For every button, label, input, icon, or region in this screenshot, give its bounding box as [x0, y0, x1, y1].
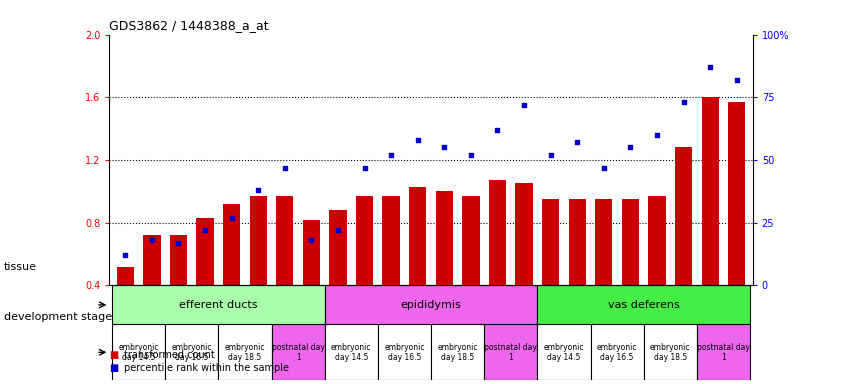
- Point: [730, 77, 743, 83]
- Point: [119, 252, 132, 258]
- Bar: [728, 102, 745, 348]
- Text: embryonic
day 16.5: embryonic day 16.5: [597, 343, 637, 362]
- Bar: [303, 220, 320, 348]
- Point: [491, 127, 505, 133]
- Text: percentile rank within the sample: percentile rank within the sample: [124, 363, 289, 373]
- Text: development stage: development stage: [4, 312, 113, 322]
- Point: [703, 64, 717, 70]
- Bar: [170, 235, 187, 348]
- Bar: [330, 210, 346, 348]
- Point: [624, 144, 637, 151]
- Text: GDS3862 / 1448388_a_at: GDS3862 / 1448388_a_at: [109, 19, 269, 32]
- Point: [145, 237, 159, 243]
- Point: [304, 237, 318, 243]
- Bar: [489, 180, 506, 348]
- Bar: [516, 184, 532, 348]
- Point: [570, 139, 584, 146]
- Bar: [595, 199, 612, 348]
- Text: ■: ■: [109, 350, 119, 360]
- Bar: [325, 324, 378, 380]
- Text: epididymis: epididymis: [400, 300, 462, 310]
- Bar: [697, 324, 750, 380]
- Bar: [325, 285, 537, 324]
- Text: vas deferens: vas deferens: [608, 300, 680, 310]
- Bar: [378, 324, 431, 380]
- Point: [251, 187, 265, 193]
- Bar: [112, 324, 165, 380]
- Bar: [117, 266, 134, 348]
- Text: embryonic
day 14.5: embryonic day 14.5: [543, 343, 584, 362]
- Bar: [701, 97, 719, 348]
- Text: postnatal day
1: postnatal day 1: [272, 343, 325, 362]
- Text: postnatal day
1: postnatal day 1: [697, 343, 750, 362]
- Text: embryonic
day 14.5: embryonic day 14.5: [331, 343, 372, 362]
- Bar: [542, 199, 559, 348]
- Bar: [590, 324, 643, 380]
- Bar: [165, 324, 219, 380]
- Bar: [356, 196, 373, 348]
- Bar: [436, 191, 453, 348]
- Bar: [250, 196, 267, 348]
- Point: [278, 164, 292, 170]
- Point: [331, 227, 345, 233]
- Bar: [409, 187, 426, 348]
- Bar: [569, 199, 586, 348]
- Text: embryonic
day 18.5: embryonic day 18.5: [650, 343, 690, 362]
- Point: [198, 227, 212, 233]
- Text: efferent ducts: efferent ducts: [179, 300, 257, 310]
- Point: [225, 215, 238, 221]
- Point: [411, 137, 425, 143]
- Bar: [537, 324, 590, 380]
- Bar: [484, 324, 537, 380]
- Point: [677, 99, 690, 105]
- Text: embryonic
day 16.5: embryonic day 16.5: [172, 343, 212, 362]
- Bar: [219, 324, 272, 380]
- Bar: [197, 218, 214, 348]
- Point: [597, 164, 611, 170]
- Point: [172, 240, 185, 246]
- Text: embryonic
day 18.5: embryonic day 18.5: [437, 343, 478, 362]
- Text: embryonic
day 18.5: embryonic day 18.5: [225, 343, 265, 362]
- Bar: [643, 324, 697, 380]
- Text: transformed count: transformed count: [124, 350, 215, 360]
- Bar: [272, 324, 325, 380]
- Bar: [675, 147, 692, 348]
- Bar: [223, 204, 241, 348]
- Bar: [276, 196, 294, 348]
- Bar: [143, 235, 161, 348]
- Point: [437, 144, 451, 151]
- Text: tissue: tissue: [4, 262, 37, 272]
- Bar: [621, 199, 639, 348]
- Point: [517, 102, 531, 108]
- Bar: [112, 285, 325, 324]
- Bar: [383, 196, 399, 348]
- Text: ■: ■: [109, 363, 119, 373]
- Text: postnatal day
1: postnatal day 1: [484, 343, 537, 362]
- Bar: [463, 196, 479, 348]
- Point: [650, 132, 664, 138]
- Point: [544, 152, 558, 158]
- Bar: [431, 324, 484, 380]
- Bar: [648, 196, 665, 348]
- Bar: [537, 285, 750, 324]
- Point: [357, 164, 371, 170]
- Point: [384, 152, 398, 158]
- Text: embryonic
day 16.5: embryonic day 16.5: [384, 343, 425, 362]
- Text: embryonic
day 14.5: embryonic day 14.5: [119, 343, 159, 362]
- Point: [464, 152, 478, 158]
